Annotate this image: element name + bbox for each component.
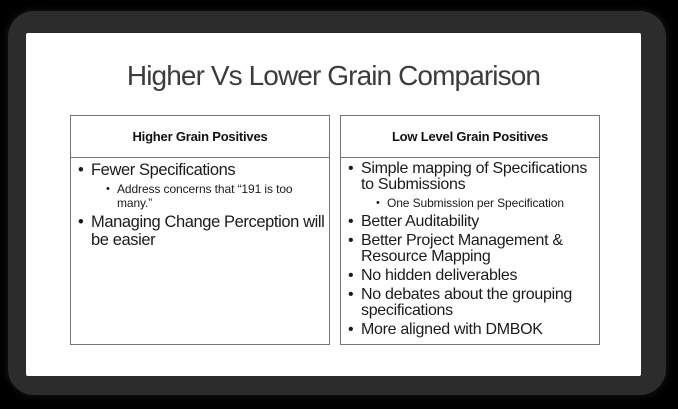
lower-grain-box-body: Simple mapping of Specifications to Subm… (341, 158, 599, 341)
bullet-item: Fewer Specifications (77, 161, 327, 179)
bullet-item: Simple mapping of Specifications to Subm… (347, 161, 597, 193)
lower-grain-bullet-list: Simple mapping of Specifications to Subm… (347, 161, 597, 339)
bullet-item: No debates about the grouping specificat… (347, 287, 597, 319)
lower-grain-box-header: Low Level Grain Positives (341, 116, 599, 158)
bullet-subitem: Address concerns that “191 is too many.” (105, 182, 327, 210)
bullet-item: Better Project Management & Resource Map… (347, 233, 597, 265)
lower-grain-box: Low Level Grain Positives Simple mapping… (340, 115, 600, 345)
slide-canvas: Higher Vs Lower Grain Comparison Higher … (26, 33, 641, 376)
slide-frame: Higher Vs Lower Grain Comparison Higher … (8, 11, 666, 395)
bullet-item: No hidden deliverables (347, 268, 597, 285)
higher-grain-box: Higher Grain Positives Fewer Specificati… (70, 115, 330, 345)
bullet-item: Better Auditability (347, 214, 597, 231)
bullet-item: Managing Change Perception will be easie… (77, 213, 327, 249)
higher-grain-bullet-list: Fewer Specifications Address concerns th… (77, 161, 327, 249)
bullet-item: More aligned with DMBOK (347, 322, 597, 339)
bullet-subitem: One Submission per Specification (375, 196, 597, 210)
higher-grain-box-header: Higher Grain Positives (71, 116, 329, 158)
higher-grain-box-body: Fewer Specifications Address concerns th… (71, 158, 329, 252)
slide-title: Higher Vs Lower Grain Comparison (126, 60, 541, 91)
